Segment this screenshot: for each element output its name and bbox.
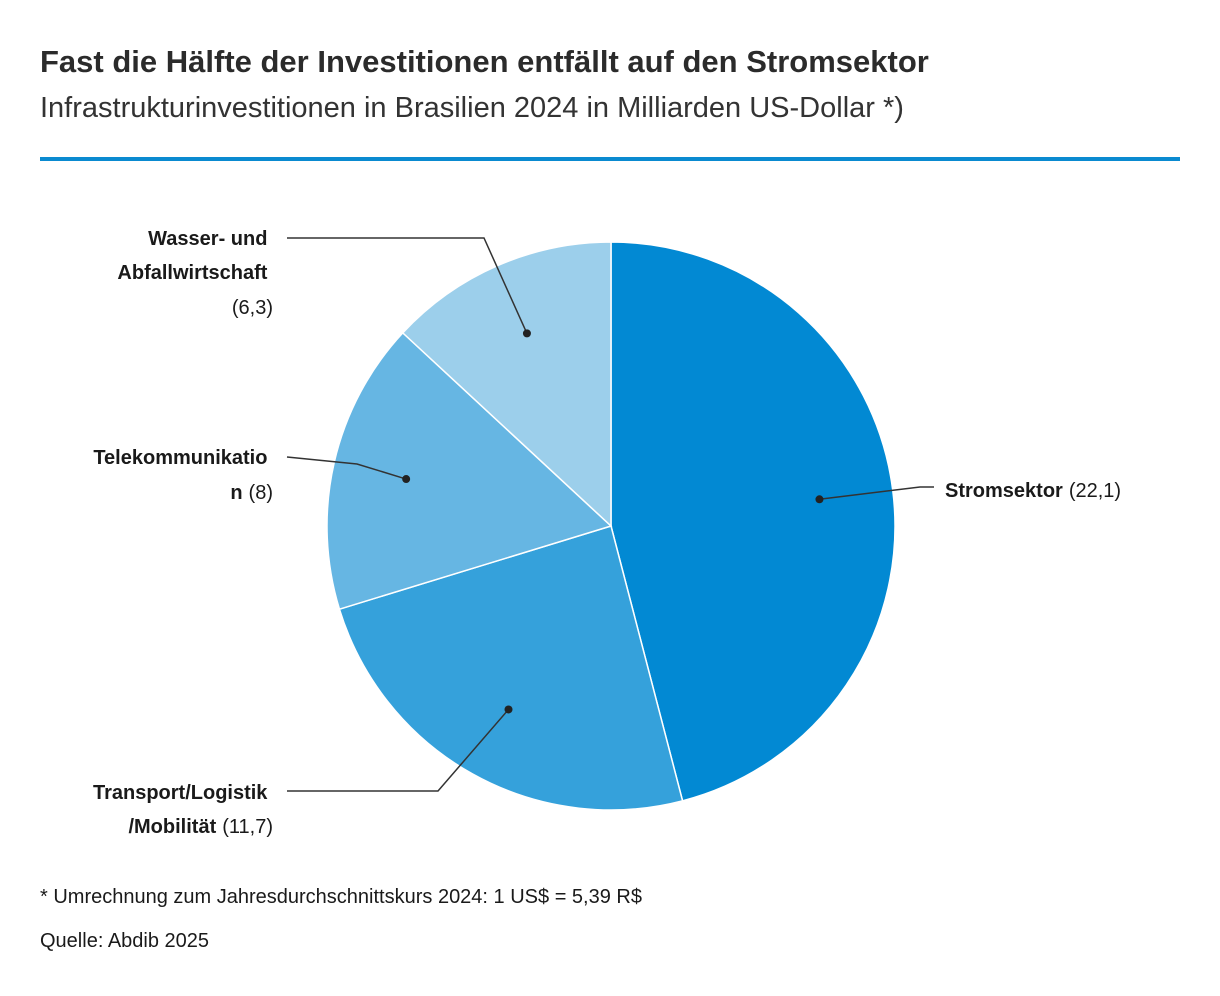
slice-label-transport: Transport/Logistik /Mobilität (11,7) [93, 782, 273, 838]
pie-slice-4 [401, 241, 612, 528]
slice-label-telekommunikation: Telekommunikatio n (8) [93, 447, 273, 504]
leader-line-1 [819, 486, 934, 501]
pie-slices [326, 241, 896, 811]
footnote: * Umrechnung zum Jahresdurchschnittskurs… [40, 886, 642, 908]
leader-lines [286, 237, 934, 792]
header-divider [40, 157, 1180, 161]
leader-dot-3 [402, 475, 411, 484]
slice-label-stromsektor: Stromsektor (22,1) [945, 480, 1121, 502]
pie-slice-2 [338, 525, 684, 811]
leader-line-3 [286, 456, 407, 480]
chart-title: Fast die Hälfte der Investitionen entfäl… [40, 44, 929, 79]
slice-label-wasser: Wasser- und Abfallwirtschaft (6,3) [117, 228, 273, 319]
leader-line-4 [287, 237, 528, 334]
pie-slice-3 [326, 331, 613, 611]
leader-dot-4 [522, 329, 531, 338]
leader-dot-1 [815, 495, 824, 504]
leader-dot-2 [504, 705, 513, 714]
source-note: Quelle: Abdib 2025 [40, 930, 210, 952]
chart-subtitle: Infrastrukturinvestitionen in Brasilien … [40, 92, 904, 124]
leader-line-2 [287, 708, 510, 792]
